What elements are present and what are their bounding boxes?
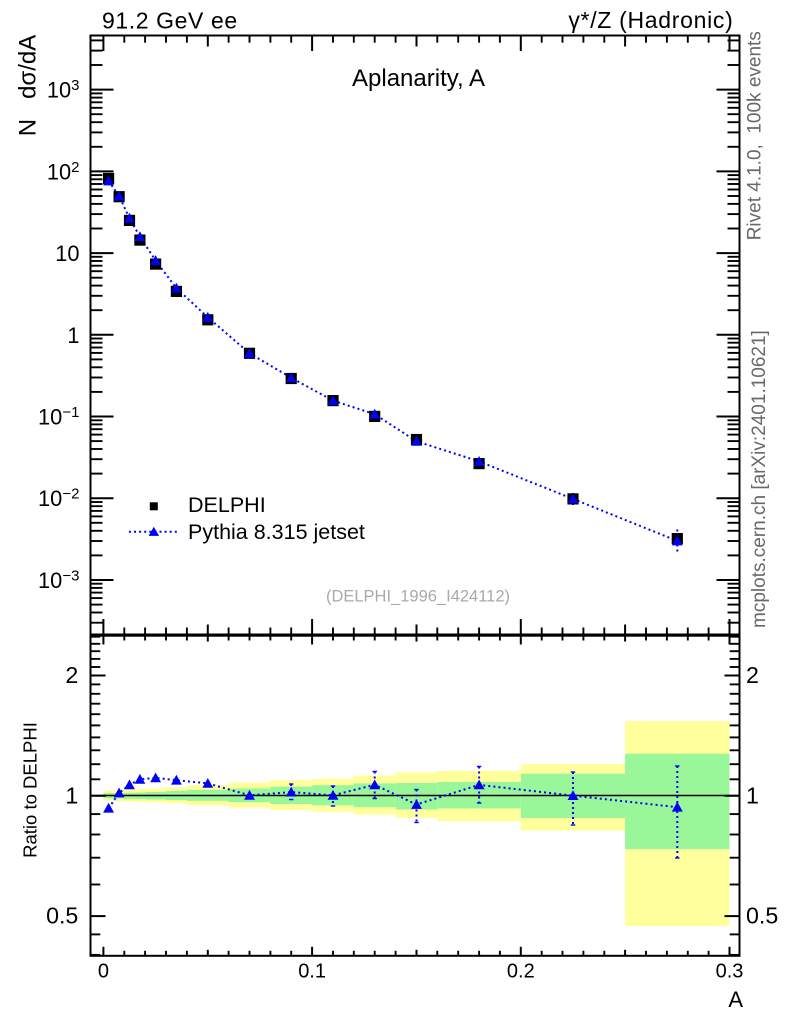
svg-text:2: 2 [71, 159, 79, 176]
svg-text:Pythia 8.315 jetset: Pythia 8.315 jetset [188, 520, 365, 544]
svg-text:2: 2 [65, 662, 78, 688]
svg-text:mcplots.cern.ch [arXiv:2401.10: mcplots.cern.ch [arXiv:2401.10621] [749, 330, 770, 628]
svg-text:−3: −3 [62, 568, 79, 585]
svg-text:2: 2 [746, 662, 759, 688]
svg-text:1: 1 [65, 782, 78, 808]
svg-text:γ*/Z (Hadronic): γ*/Z (Hadronic) [568, 7, 733, 33]
svg-text:DELPHI: DELPHI [188, 493, 266, 517]
svg-text:Aplanarity, A: Aplanarity, A [352, 65, 485, 92]
svg-text:Rivet 4.1.0, 100k events: Rivet 4.1.0, 100k events [744, 31, 765, 240]
svg-text:N dσ/dA: N dσ/dA [15, 35, 42, 137]
svg-text:A: A [728, 987, 743, 1012]
svg-text:−2: −2 [62, 486, 79, 503]
svg-text:10: 10 [38, 405, 62, 430]
svg-text:10: 10 [38, 486, 62, 511]
svg-text:1: 1 [746, 782, 759, 808]
svg-text:3: 3 [71, 77, 79, 94]
svg-text:0.3: 0.3 [716, 960, 744, 982]
svg-text:0.5: 0.5 [746, 903, 778, 929]
svg-text:−1: −1 [62, 404, 79, 421]
svg-text:10: 10 [47, 78, 71, 103]
svg-text:10: 10 [38, 568, 62, 593]
svg-text:10: 10 [55, 241, 79, 266]
svg-text:0.2: 0.2 [507, 960, 535, 982]
svg-text:0: 0 [98, 960, 109, 982]
svg-text:0.1: 0.1 [298, 960, 326, 982]
svg-text:91.2 GeV ee: 91.2 GeV ee [102, 8, 238, 34]
svg-text:(DELPHI_1996_I424112): (DELPHI_1996_I424112) [326, 588, 510, 606]
svg-text:10: 10 [47, 159, 71, 184]
svg-text:Ratio to DELPHI: Ratio to DELPHI [20, 722, 41, 858]
svg-text:0.5: 0.5 [46, 903, 78, 929]
svg-text:1: 1 [67, 323, 79, 348]
